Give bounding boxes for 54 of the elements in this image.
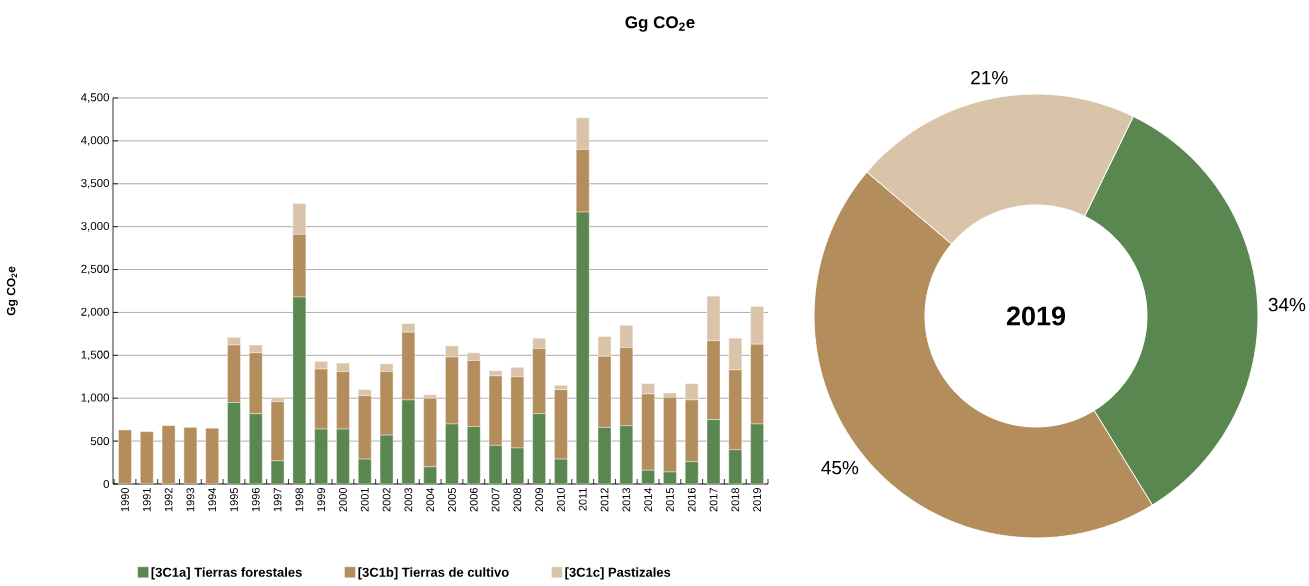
x-tick-label: 1995 [230, 488, 238, 512]
x-tick-label: 1998 [295, 488, 304, 512]
x-tick-label: 1999 [317, 488, 326, 512]
x-tick-label: 2009 [535, 488, 544, 512]
x-tick-label: 2011 [578, 488, 587, 511]
x-tick-label: 1996 [251, 488, 260, 512]
x-tick-label: 1993 [186, 488, 195, 512]
data-label: 34% [1268, 297, 1306, 312]
x-tick-label: 2008 [513, 488, 522, 512]
y-tick-label: 3,000 [81, 221, 110, 232]
x-tick-label: 2018 [731, 488, 740, 512]
bar [183, 427, 198, 485]
x-tick-label: 2015 [666, 488, 674, 512]
x-tick-label: 1991 [142, 488, 151, 512]
y-tick-label: 2,500 [81, 264, 110, 275]
legend-label: [3C1b] Tierras de cultivo [358, 567, 509, 580]
x-tick-label: 2010 [557, 487, 565, 512]
y-tick-label: 1,500 [81, 350, 110, 361]
x-tick-label: 2005 [448, 488, 456, 512]
x-tick-label: 2006 [469, 488, 478, 512]
x-tick-label: 2001 [360, 488, 369, 512]
y-tick-label: 0 [103, 479, 110, 489]
x-tick-label: 2007 [491, 488, 500, 512]
legend-label: [3C1c] Pastizales [565, 567, 671, 580]
x-tick-label: 2014 [644, 487, 653, 512]
x-tick-label: 2019 [753, 488, 761, 512]
x-tick-label: 1994 [208, 487, 217, 512]
chart-subtitle: Gg CO$_{2}$e [625, 16, 695, 32]
x-tick-label: 2004 [426, 487, 435, 512]
x-tick-label: 2017 [709, 488, 718, 512]
x-tick-label: 2012 [600, 488, 609, 512]
bar [140, 431, 154, 485]
data-label: 45% [821, 461, 859, 475]
y-tick-label: 3,500 [81, 179, 110, 189]
x-tick-label: 1990 [121, 487, 129, 512]
x-tick-label: 1997 [273, 488, 282, 512]
bar [205, 428, 219, 485]
text: 2019 [1006, 306, 1066, 326]
x-tick-label: 2002 [382, 488, 391, 512]
y-tick-label: 4,000 [80, 136, 110, 146]
x-tick-label: 2000 [339, 487, 347, 512]
bar [118, 429, 132, 485]
x-tick-label: 1992 [164, 488, 173, 512]
y-tick-label: 500 [90, 437, 110, 446]
y-tick-label: 2,000 [81, 307, 110, 318]
legend-label: [3C1a] Tierras forestales [151, 567, 302, 580]
y-tick-label: 1,000 [81, 393, 110, 403]
y-tick-label: 4,500 [80, 93, 110, 103]
data-label: 21% [971, 70, 1008, 85]
y-axis-title: Gg CO$_{2}$e [6, 266, 18, 316]
bar [161, 425, 176, 485]
x-tick-label: 2013 [622, 488, 631, 512]
x-tick-label: 2016 [687, 488, 696, 512]
x-tick-label: 2003 [404, 488, 413, 512]
